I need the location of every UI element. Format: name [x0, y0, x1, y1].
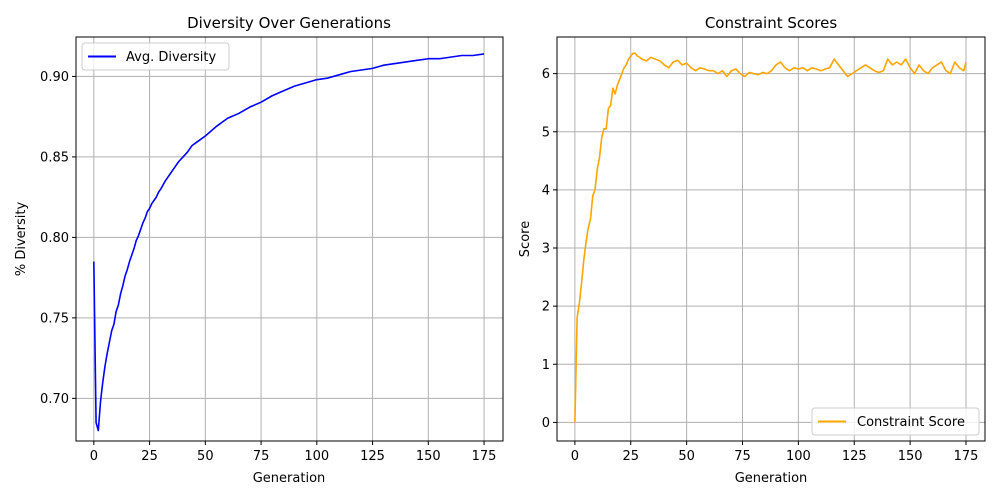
left-chart-series: [93, 53, 485, 432]
y-tick-label: 3: [542, 242, 550, 257]
right-legend-label: Constraint Score: [857, 415, 965, 430]
y-tick-label: 2: [542, 300, 550, 315]
y-tick-label: 0.85: [40, 150, 69, 165]
x-tick-label: 0: [90, 449, 98, 464]
left-chart-grid: [76, 37, 503, 441]
x-tick-label: 0: [571, 449, 579, 464]
series-line: [93, 53, 485, 432]
x-tick-label: 175: [954, 449, 979, 464]
x-tick-label: 100: [786, 449, 811, 464]
y-tick-label: 0.75: [40, 311, 69, 326]
left-chart-ylabel: % Diversity: [14, 202, 29, 277]
left-legend-box: [81, 42, 230, 71]
right-chart-ylabel: Score: [518, 221, 533, 257]
y-tick-label: 0: [542, 416, 550, 431]
right-chart-series: [574, 52, 967, 423]
left-chart-frame: [75, 36, 504, 442]
left-chart-title: Diversity Over Generations: [187, 14, 391, 32]
x-tick-label: 75: [734, 449, 751, 464]
x-tick-label: 75: [253, 449, 270, 464]
right-chart-ticks: 0 25 50 75 100 125 150 175 0 1 2 3 4 5 6: [542, 67, 979, 464]
right-chart-grid: [557, 37, 985, 441]
right-chart-title: Constraint Scores: [705, 14, 838, 32]
x-tick-label: 150: [898, 449, 923, 464]
x-tick-label: 125: [360, 449, 385, 464]
x-tick-label: 100: [304, 449, 329, 464]
right-chart: Constraint Scores 0 25 50 75 100 125 150 175012…: [518, 14, 986, 486]
x-tick-label: 50: [678, 449, 695, 464]
series-line: [574, 52, 967, 423]
left-legend-label: Avg. Diversity: [126, 50, 216, 65]
y-tick-label: 4: [542, 183, 550, 198]
left-chart-ticks: 0 25 50 75 100 125 150 175 0.70 0.75 0.80 0.85 0.90: [40, 70, 496, 464]
left-chart: Diversity Over Generations 0 25 50 75 100 125…: [14, 14, 504, 486]
y-tick-label: 1: [542, 358, 550, 373]
y-tick-label: 6: [542, 67, 550, 82]
y-tick-label: 0.90: [40, 70, 69, 85]
y-tick-label: 5: [542, 125, 550, 140]
x-tick-label: 175: [472, 449, 497, 464]
right-chart-frame: [556, 36, 986, 442]
y-tick-label: 0.70: [40, 392, 69, 407]
x-tick-label: 25: [622, 449, 639, 464]
x-tick-label: 150: [416, 449, 441, 464]
right-chart-xlabel: Generation: [735, 471, 808, 486]
right-chart-legend: Constraint Score: [811, 407, 980, 436]
x-tick-label: 25: [141, 449, 158, 464]
right-legend-box: [811, 407, 980, 436]
left-chart-xlabel: Generation: [253, 471, 326, 486]
x-tick-label: 125: [842, 449, 867, 464]
left-chart-legend: Avg. Diversity: [81, 42, 230, 71]
y-tick-label: 0.80: [40, 231, 69, 246]
x-tick-label: 50: [197, 449, 214, 464]
